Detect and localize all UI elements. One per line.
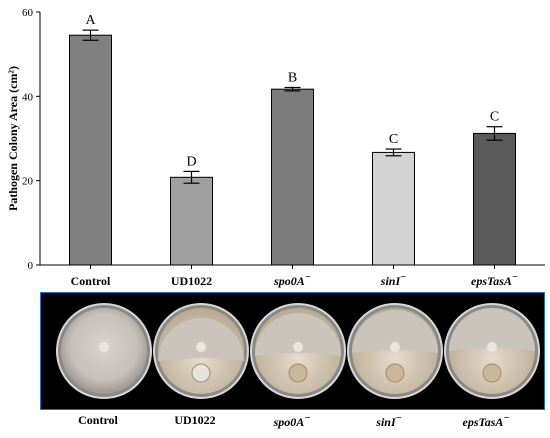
photo-label-superscript: − bbox=[503, 413, 510, 424]
petri-dish bbox=[444, 303, 540, 399]
y-tick-label: 40 bbox=[22, 91, 34, 103]
significance-letter: B bbox=[288, 70, 297, 85]
bacterial-colony bbox=[385, 363, 405, 383]
category-name: Control bbox=[71, 274, 111, 288]
petri-dish bbox=[56, 303, 152, 399]
photo-label-text: sinI bbox=[376, 415, 396, 429]
bacterial-colony bbox=[191, 363, 211, 383]
fungal-mycelium bbox=[449, 308, 535, 351]
photo-label: Control bbox=[53, 413, 143, 428]
photo-label: UD1022 bbox=[150, 413, 240, 428]
x-tick-label: epsTasA− bbox=[471, 272, 518, 288]
pathogen-plug bbox=[99, 342, 109, 352]
pathogen-plug bbox=[196, 342, 206, 352]
y-tick-label: 60 bbox=[22, 7, 34, 19]
significance-letter: D bbox=[186, 154, 196, 169]
petri-dish bbox=[250, 303, 346, 399]
bacterial-colony bbox=[482, 363, 502, 383]
bar bbox=[473, 132, 516, 266]
photo-label-text: spo0A bbox=[273, 415, 305, 429]
category-name: spo0A bbox=[273, 274, 305, 288]
pathogen-plug bbox=[487, 342, 497, 352]
x-tick-label: Control bbox=[71, 274, 111, 288]
x-tick-label: spo0A− bbox=[273, 272, 311, 288]
fungal-mycelium bbox=[352, 310, 438, 353]
pathogen-plug bbox=[390, 342, 400, 352]
petri-dish bbox=[153, 303, 249, 399]
fungal-mycelium bbox=[158, 318, 244, 361]
category-superscript: − bbox=[305, 272, 311, 283]
photo-label-superscript: − bbox=[304, 413, 311, 424]
photo-label-text: UD1022 bbox=[174, 413, 216, 427]
photo-label-superscript: − bbox=[395, 413, 402, 424]
fungal-mycelium bbox=[255, 313, 341, 356]
photo-label: spo0A− bbox=[247, 413, 337, 430]
y-tick-label: 0 bbox=[28, 260, 34, 272]
petri-dish-photo-strip bbox=[40, 292, 545, 410]
photo-label-text: epsTasA bbox=[462, 415, 504, 429]
category-name: UD1022 bbox=[171, 274, 212, 288]
photo-label: epsTasA− bbox=[441, 413, 531, 430]
bar bbox=[69, 34, 112, 266]
pathogen-plug bbox=[293, 342, 303, 352]
petri-dish bbox=[347, 303, 443, 399]
y-axis-label: Pathogen Colony Area (cm²) bbox=[6, 66, 20, 211]
bar bbox=[271, 88, 314, 266]
significance-letter: C bbox=[490, 110, 499, 125]
category-superscript: − bbox=[400, 272, 406, 283]
x-tick-label: UD1022 bbox=[171, 274, 212, 288]
bar bbox=[372, 151, 415, 266]
significance-letter: A bbox=[85, 13, 96, 28]
photo-label-text: Control bbox=[78, 413, 118, 427]
significance-letter: C bbox=[389, 132, 398, 147]
category-name: sinI bbox=[380, 274, 402, 288]
bacterial-colony bbox=[288, 363, 308, 383]
category-superscript: − bbox=[512, 272, 518, 283]
y-tick-label: 20 bbox=[22, 176, 34, 188]
bar bbox=[170, 176, 213, 266]
photo-label: sinI− bbox=[344, 413, 434, 430]
x-tick-label: sinI− bbox=[380, 272, 406, 288]
category-name: epsTasA bbox=[471, 274, 512, 288]
